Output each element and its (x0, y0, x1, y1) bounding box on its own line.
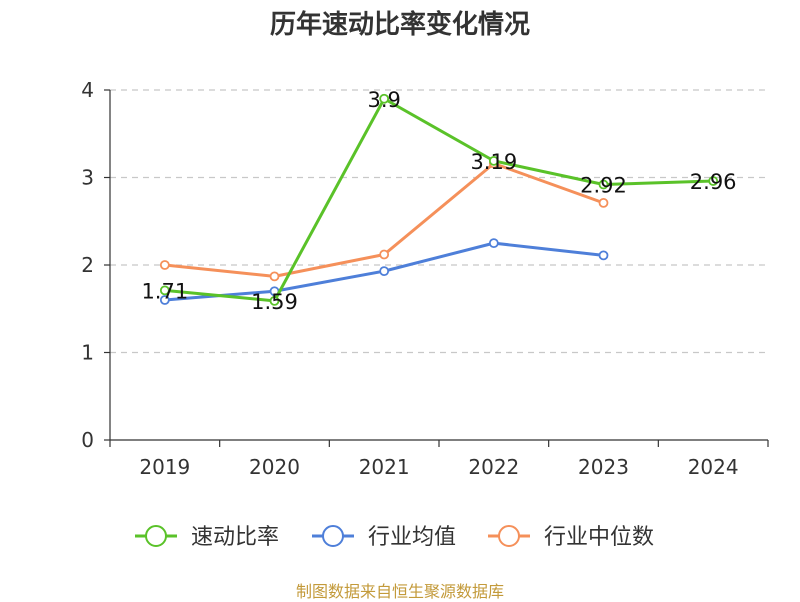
data-label: 1.59 (251, 290, 298, 314)
data-label: 2.92 (580, 174, 627, 198)
data-label: 3.9 (367, 88, 400, 112)
series-line-2 (164, 162, 605, 278)
data-point (379, 249, 390, 260)
y-tick-label: 1 (81, 341, 94, 365)
data-point (379, 266, 390, 277)
y-tick-label: 0 (81, 428, 94, 452)
y-tick-label: 3 (81, 166, 94, 190)
x-tick-label: 2019 (139, 455, 190, 479)
data-point (708, 176, 719, 186)
data-label: 3.19 (470, 150, 517, 174)
x-tick-label: 2021 (359, 455, 410, 479)
data-point (598, 179, 609, 190)
legend-swatch-marker (498, 525, 520, 547)
legend-item-2[interactable]: 行业中位数 (488, 525, 654, 550)
legend-label: 行业均值 (368, 525, 456, 550)
series-layer (159, 93, 719, 306)
data-point (488, 238, 499, 249)
data-label: 1.71 (141, 279, 188, 303)
axis-layer: 0 1 2 3 4 2019 2020 2021 2022 2023 2024 (81, 78, 769, 479)
data-point (159, 260, 170, 270)
y-tick-label: 4 (81, 78, 94, 102)
legend[interactable]: 速动比率 行业均值 行业中位数 (135, 525, 654, 550)
data-point (159, 295, 170, 305)
data-point (598, 250, 609, 261)
series-line-0 (164, 97, 714, 303)
legend-swatch-marker (322, 525, 344, 547)
data-point (159, 285, 170, 296)
data-point (598, 197, 609, 208)
data-point (488, 155, 499, 166)
x-tick-label: 2020 (249, 455, 300, 479)
legend-label: 行业中位数 (544, 525, 654, 550)
x-tick-label: 2024 (688, 455, 739, 479)
data-point (379, 93, 390, 104)
data-label: 2.96 (690, 170, 737, 194)
label-layer: 1.71 1.59 3.9 3.19 2.92 2.96 (141, 88, 736, 314)
x-tick-label: 2023 (578, 455, 629, 479)
legend-label: 速动比率 (191, 525, 279, 550)
y-tick-label: 2 (81, 253, 94, 277)
legend-item-0[interactable]: 速动比率 (135, 525, 279, 550)
data-point (269, 295, 280, 306)
chart-title: 历年速动比率变化情况 (269, 10, 530, 40)
data-source-note: 制图数据来自恒生聚源数据库 (295, 582, 504, 601)
legend-swatch-marker (145, 525, 167, 547)
data-point (269, 271, 280, 282)
x-tick-label: 2022 (468, 455, 519, 479)
legend-item-1[interactable]: 行业均值 (312, 525, 456, 550)
